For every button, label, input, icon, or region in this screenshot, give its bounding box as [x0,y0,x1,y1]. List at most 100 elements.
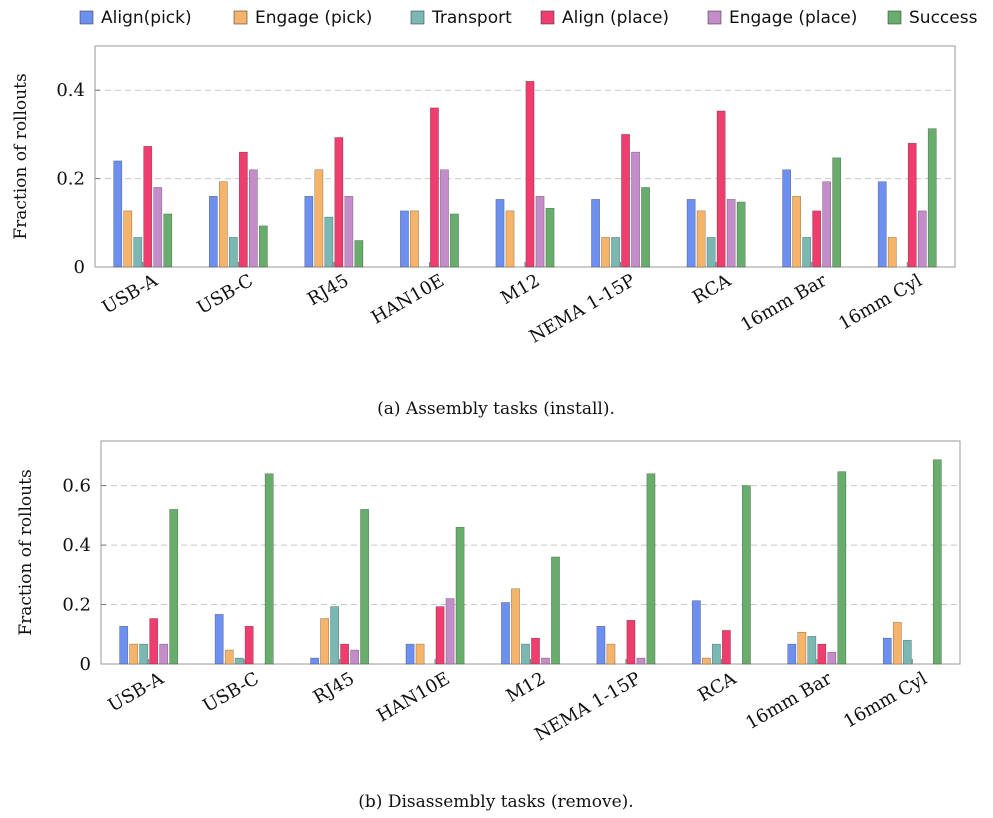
bar-align-place-rj45 [334,137,344,268]
bar-align-place-rca [716,110,726,268]
y-axis-label: Fraction of rollouts [16,469,36,635]
chart-caption: (a) Assembly tasks (install). [377,399,615,419]
bar-engage-place-m12 [541,657,550,665]
bar-align-pick-han10e [405,643,415,665]
bar-align-pick-rca [692,600,701,665]
bar-engage-pick-rj45 [320,618,329,665]
category-label-rj45: RJ45 [304,270,352,310]
bar-success-usb-c [264,473,274,665]
legend-swatch-transport [410,10,425,25]
bar-align-place-m12 [531,637,540,665]
bar-align-place-nema-1-15p [626,620,636,665]
bar-success-16mm-bar [832,157,842,268]
legend-swatch-align-place [540,10,555,25]
legend: Align(pick) Engage (pick) Transport Align (… [79,8,978,28]
bar-align-pick-rca [686,199,696,268]
category-label-han10e: HAN10E [373,668,453,726]
legend-label-engage-place: Engage (place) [729,8,857,28]
bar-transport-rj45 [324,216,334,268]
bar-align-place-16mm-cyl [907,142,917,268]
bar-transport-usb-a [139,643,149,665]
category-label-nema-1-15p: NEMA 1-15P [526,270,639,347]
bar-transport-rca [712,643,721,665]
bar-align-pick-usb-a [119,625,129,665]
bar-align-place-usb-a [149,618,159,665]
bar-align-pick-16mm-cyl [882,637,892,665]
bar-align-place-nema-1-15p [621,134,630,268]
bar-engage-pick-usb-c [218,181,228,268]
bar-success-han10e [455,526,465,665]
category-label-usb-a: USB-A [99,270,162,319]
category-label-m12: M12 [503,668,549,707]
category-label-16mm-cyl: 16mm Cyl [835,270,926,335]
bar-align-place-rca [722,630,731,665]
legend-label-transport: Transport [431,8,512,28]
bar-engage-place-m12 [535,196,545,268]
bar-align-place-16mm-bar [817,643,827,665]
bar-align-place-usb-c [244,625,254,665]
bar-align-pick-16mm-cyl [877,181,887,268]
bar-success-m12 [545,207,555,268]
bar-success-usb-c [258,225,268,268]
legend-label-engage-pick: Engage (pick) [255,8,372,28]
bar-transport-usb-a [133,237,143,268]
chart-disassembly: 0 0.2 0.4 0.6 Fraction of rollouts USB-A USB-C… [16,440,961,812]
category-label-han10e: HAN10E [368,270,448,328]
bar-transport-16mm-bar [807,636,817,665]
bar-engage-pick-nema-1-15p [606,643,616,665]
category-label-m12: M12 [497,270,543,309]
bar-success-16mm-cyl [932,459,942,665]
bar-engage-place-nema-1-15p [631,151,640,268]
bar-align-pick-m12 [495,199,505,268]
bar-align-pick-16mm-bar [782,169,792,268]
legend-swatch-engage-place [707,10,722,25]
bar-engage-place-han10e [445,598,455,665]
bar-align-place-rj45 [340,643,349,665]
category-label-16mm-bar: 16mm Bar [742,668,835,734]
bar-success-16mm-cyl [927,128,937,268]
bar-engage-place-16mm-bar [827,651,837,665]
bar-success-usb-a [163,213,173,268]
bar-transport-rj45 [330,606,339,665]
bar-transport-usb-c [234,657,244,665]
bar-engage-place-nema-1-15p [636,657,646,665]
bar-engage-pick-16mm-cyl [887,237,897,268]
bar-engage-place-16mm-cyl [917,210,927,268]
bar-engage-place-16mm-bar [822,181,832,268]
bar-engage-pick-rj45 [314,169,324,268]
category-label-16mm-cyl: 16mm Cyl [840,668,931,733]
bar-align-pick-16mm-bar [787,643,797,665]
bar-align-place-m12 [525,81,535,268]
category-label-usb-a: USB-A [105,668,168,717]
bar-align-place-han10e [435,606,445,665]
y-tick-label: 0 [80,654,91,675]
bar-engage-pick-16mm-cyl [892,622,902,665]
legend-label-align-place: Align (place) [562,8,669,28]
bar-engage-place-rca [726,199,736,268]
bar-engage-pick-usb-a [129,643,139,665]
chart-caption: (b) Disassembly tasks (remove). [358,792,633,812]
bar-engage-pick-m12 [505,210,515,268]
y-tick-label: 0.4 [62,535,91,556]
y-tick-label: 0 [74,257,85,278]
bar-align-pick-han10e [400,210,409,268]
category-label-rj45: RJ45 [310,668,358,708]
bar-engage-place-usb-c [248,169,258,268]
bar-transport-16mm-bar [802,237,812,268]
bar-align-pick-rj45 [304,196,314,268]
bar-success-16mm-bar [837,471,847,665]
bar-engage-place-rj45 [344,196,354,268]
bar-transport-usb-c [228,237,238,268]
bar-align-place-16mm-bar [812,210,822,268]
bar-align-pick-usb-a [113,160,123,268]
bar-align-pick-usb-c [208,196,218,268]
bar-success-rj45 [354,240,364,268]
legend-swatch-success [887,10,902,25]
bar-transport-m12 [521,643,530,665]
bar-engage-pick-han10e [415,643,425,665]
bar-align-pick-usb-c [214,614,224,665]
bar-align-place-usb-a [143,146,153,268]
bar-engage-pick-han10e [410,210,419,268]
bar-engage-place-usb-a [159,643,169,665]
